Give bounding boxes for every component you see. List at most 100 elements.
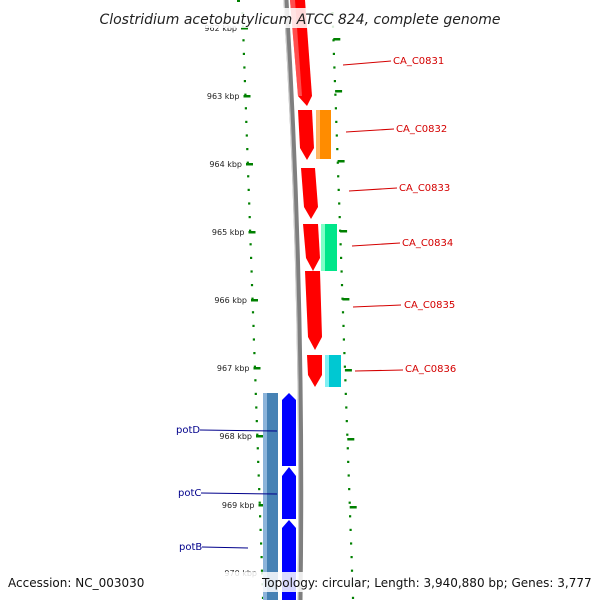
gene-arrow-potd[interactable] [282,393,296,466]
genome-backbone-highlight [283,0,300,600]
scale-dot [332,52,335,55]
gene-label-ca-c0835[interactable]: CA_C0835 [404,300,455,311]
scale-dot [251,297,254,300]
scale-dot [336,148,339,151]
feature-cyan-shade [325,355,329,387]
scale-dot [246,161,249,164]
scale-dot [254,379,257,382]
right-gene-labels: CA_C0831 CA_C0832 CA_C0833 CA_C0834 CA_C… [342,56,456,375]
gene-label-ca-c0833[interactable]: CA_C0833 [399,183,450,194]
scale-dot [350,542,353,545]
scale-dot [338,216,341,219]
scale-dot [333,66,336,69]
scale-dot [337,175,340,178]
gene-label-potb[interactable]: potB [179,542,202,553]
scale-dot [348,488,351,491]
scale-dot [344,392,347,395]
kbp-label: 962 kbp [204,24,237,33]
scale-dot [252,338,255,341]
scale-dot [341,311,345,314]
scale-dot [250,270,253,273]
kbp-label: 968 kbp [219,432,252,441]
outer-ring-tick [337,160,345,163]
accession-text: Accession: NC_003030 [8,576,144,590]
leader-ca-c0835 [352,304,402,308]
gene-arrow-ca-c0836[interactable] [307,355,322,387]
scale-dot [343,365,346,368]
kbp-tick [251,299,258,302]
gene-label-ca-c0834[interactable]: CA_C0834 [402,238,453,249]
outer-ring-tick [349,506,357,509]
kbp-tick [246,163,253,166]
gene-label-potd[interactable]: potD [176,425,200,436]
gene-label-potc[interactable]: potC [178,488,201,499]
gene-arrow-potc[interactable] [282,467,296,519]
leader-ca-c0832 [345,128,395,133]
scale-dot [255,406,258,409]
kbp-label: 963 kbp [207,92,240,101]
scale-dot [257,474,260,477]
scale-dot [334,107,337,110]
scale-dot [345,406,348,409]
feature-steelblue-shade [263,393,267,600]
scale-dot [260,569,264,572]
kbp-label: 964 kbp [209,160,242,169]
scale-dot [335,120,338,123]
leader-ca-c0831 [342,60,392,66]
scale-dot [344,379,347,382]
scale-dot [259,515,262,518]
gene-arrow-ca-c0835[interactable] [305,271,322,350]
scale-dot [333,80,336,83]
scale-dot [339,243,342,246]
scale-dot [342,324,345,327]
scale-dot [252,324,255,327]
kbp-label: 967 kbp [217,364,250,373]
leader-ca-c0836 [354,369,404,372]
scale-dot [245,134,248,137]
kbp-tick [258,504,266,507]
scale-dot [343,352,346,355]
gene-label-ca-c0836[interactable]: CA_C0836 [405,364,456,375]
scale-dot [257,460,260,463]
scale-dot [346,433,349,436]
scale-dot [250,284,254,287]
scale-dot [258,488,261,491]
scale-dot [342,338,345,341]
left-gene-labels: potD potC potB [176,425,278,553]
scale-dot [243,66,246,69]
feature-orange-shade [316,110,320,159]
scale-dot [260,556,263,559]
kbp-scale: 962 kbp 963 kbp 964 kbp 965 kbp 966 kbp 967 k… [204,24,268,578]
gene-label-ca-c0832[interactable]: CA_C0832 [396,124,447,135]
outer-ring-tick [335,90,343,93]
scale-dot [340,284,344,287]
leader-ca-c0834 [351,242,401,247]
scale-dot [347,460,350,463]
gene-label-ca-c0831[interactable]: CA_C0831 [393,56,444,67]
kbp-label: 965 kbp [212,228,245,237]
gene-arrow-ca-c0832[interactable] [298,110,314,160]
feature-green-shade [321,224,325,271]
gene-arrow-ca-c0833[interactable] [301,168,318,219]
kbp-label: 969 kbp [222,501,255,510]
scale-dot [256,433,259,436]
scale-dot [246,148,249,151]
genome-backbone [283,0,304,600]
scale-dot [244,107,247,110]
scale-dot [346,447,349,450]
scale-dot [247,188,250,191]
inner-dotted-ring [241,12,265,599]
scale-dot [242,39,245,42]
scale-dot [340,270,343,273]
outer-ring-tick [333,38,341,41]
scale-dot [249,229,252,232]
scale-dot [244,93,247,96]
scale-dot [248,202,251,205]
scale-dot [247,175,250,178]
scale-dot [349,528,352,531]
scale-dot [243,80,246,83]
scale-dot [254,392,257,395]
gene-arrow-ca-c0834[interactable] [303,224,320,271]
scale-dot [351,596,355,599]
